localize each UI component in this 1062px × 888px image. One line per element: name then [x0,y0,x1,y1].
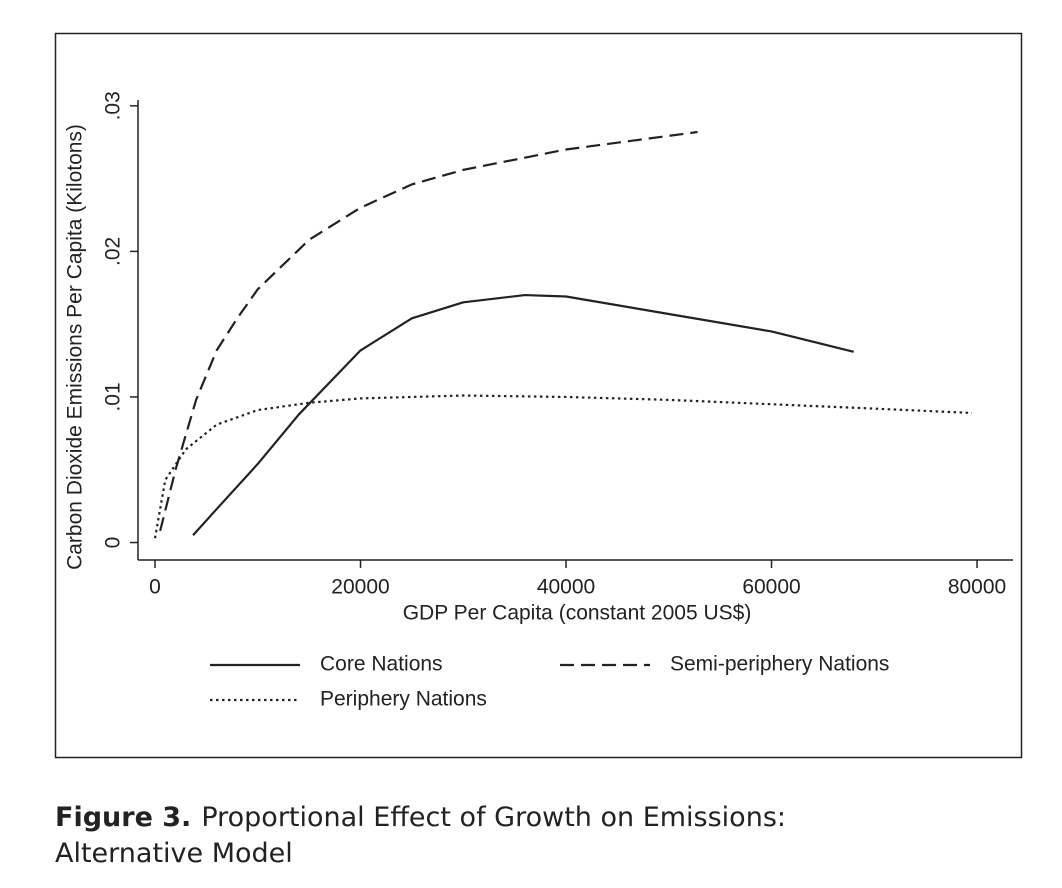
caption-label: Figure 3. [55,802,192,833]
line-series [153,394,972,539]
legend-label: Semi-periphery Nations [670,653,889,676]
y-axis-label: Carbon Dioxide Emissions Per Capita (Kil… [64,124,87,570]
line-series [159,130,698,532]
legend-label: Core Nations [320,653,443,676]
x-tick-label: 0 [149,576,161,599]
y-tick-label: .02 [102,237,125,266]
caption-text: Proportional Effect of Growth on Emissio… [55,802,786,869]
x-tick-label: 60000 [742,576,800,599]
x-tick-label: 20000 [331,576,389,599]
x-axis-label: GDP Per Capita (constant 2005 US$) [403,602,752,625]
caption: Figure 3. Proportional Effect of Growth o… [55,800,935,872]
line-series [192,293,854,536]
y-tick-label: .01 [102,382,125,411]
legend-label: Periphery Nations [320,688,487,711]
x-tick-label: 40000 [537,576,595,599]
y-tick-label: .03 [102,91,125,120]
chart: GDP Per Capita (constant 2005 US$) Carbo… [54,32,1023,759]
y-tick-label: 0 [102,537,125,549]
x-tick-label: 80000 [948,576,1006,599]
frame [54,32,1023,759]
